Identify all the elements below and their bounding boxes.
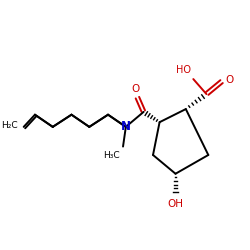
Text: H₂C: H₂C [2, 122, 18, 130]
Text: OH: OH [168, 199, 184, 209]
Text: HO: HO [176, 65, 192, 75]
Text: H₃C: H₃C [104, 151, 120, 160]
Text: O: O [225, 75, 234, 85]
Text: N: N [121, 120, 131, 133]
Text: O: O [131, 84, 139, 94]
